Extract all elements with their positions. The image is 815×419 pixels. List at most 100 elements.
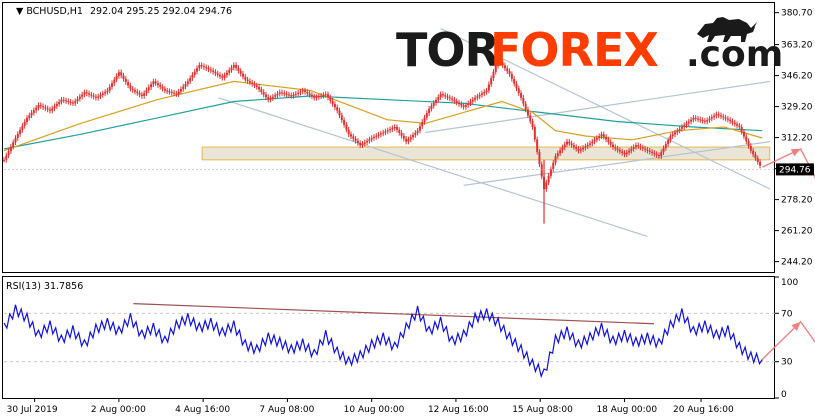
candle-body bbox=[173, 92, 176, 94]
rsi-trend-line bbox=[133, 303, 655, 325]
candle-body bbox=[196, 68, 199, 72]
candle-body bbox=[708, 118, 711, 121]
candle-body bbox=[382, 132, 385, 134]
candle-body bbox=[478, 94, 481, 97]
candle-body bbox=[349, 134, 352, 137]
candle-body bbox=[39, 105, 42, 107]
candle-body bbox=[297, 92, 300, 94]
candle-body bbox=[407, 139, 410, 142]
candle-body bbox=[683, 125, 686, 128]
candle-body bbox=[731, 121, 734, 123]
candle-body bbox=[285, 93, 288, 95]
candle-body bbox=[329, 97, 332, 101]
candle-body bbox=[133, 90, 136, 92]
candle-body bbox=[281, 92, 284, 94]
candle-body bbox=[209, 69, 212, 71]
candle-body bbox=[669, 136, 672, 141]
candle-body bbox=[237, 67, 240, 71]
candle-body bbox=[136, 91, 139, 94]
candle-body bbox=[623, 152, 626, 155]
candle-body bbox=[65, 100, 68, 102]
candle-body bbox=[605, 136, 608, 140]
candle-body bbox=[313, 96, 316, 98]
candle-body bbox=[115, 75, 118, 80]
candle-body bbox=[37, 105, 40, 108]
price-tick-label: 312.20 bbox=[781, 134, 813, 144]
candle-body bbox=[108, 86, 111, 91]
candle-body bbox=[58, 101, 61, 105]
candle-body bbox=[67, 101, 70, 103]
candle-body bbox=[356, 140, 359, 144]
candle-body bbox=[347, 129, 350, 135]
price-tick-label: 329.20 bbox=[781, 103, 813, 113]
candle-body bbox=[248, 81, 251, 83]
candle-body bbox=[395, 127, 398, 130]
candle-body bbox=[90, 94, 93, 96]
time-tick-label: 18 Aug 00:00 bbox=[596, 405, 657, 415]
candle-body bbox=[432, 102, 435, 106]
candle-body bbox=[389, 129, 392, 131]
candle-body bbox=[628, 150, 631, 153]
trend-channel-lines bbox=[218, 27, 771, 238]
candle-body bbox=[21, 125, 24, 130]
candle-body bbox=[193, 71, 196, 75]
time-tick-label: 7 Aug 08:00 bbox=[259, 405, 314, 415]
candle-body bbox=[327, 94, 330, 98]
candle-body bbox=[644, 148, 647, 150]
rsi-line-path bbox=[3, 304, 763, 379]
candle-body bbox=[74, 101, 77, 104]
candle-body bbox=[717, 114, 720, 116]
candle-body bbox=[710, 117, 713, 119]
candle-body bbox=[545, 182, 548, 190]
candle-body bbox=[85, 92, 88, 94]
candle-body bbox=[540, 164, 543, 177]
candle-body bbox=[377, 134, 380, 136]
candle-body bbox=[501, 62, 504, 66]
candle-body bbox=[425, 113, 428, 118]
candle-body bbox=[453, 99, 456, 102]
candle-body bbox=[639, 146, 642, 148]
candle-body bbox=[239, 70, 242, 74]
candle-body bbox=[455, 101, 458, 103]
candle-body bbox=[287, 94, 290, 96]
candle-body bbox=[42, 106, 45, 108]
candle-body bbox=[120, 72, 123, 76]
candle-body bbox=[568, 141, 571, 144]
candle-body bbox=[598, 136, 601, 138]
candle-body bbox=[400, 132, 403, 136]
candle-body bbox=[315, 97, 318, 99]
candle-body bbox=[166, 90, 169, 92]
time-tick-label: 15 Aug 08:00 bbox=[512, 405, 573, 415]
candle-body bbox=[147, 87, 150, 91]
candle-body bbox=[393, 127, 396, 129]
price-tick-label: 380.70 bbox=[781, 9, 813, 19]
candle-body bbox=[662, 148, 665, 153]
candle-body bbox=[44, 107, 47, 109]
candle-body bbox=[492, 71, 495, 79]
candle-body bbox=[561, 147, 564, 151]
candle-body bbox=[104, 91, 107, 94]
candle-body bbox=[78, 96, 81, 99]
candle-body bbox=[641, 147, 644, 149]
candle-body bbox=[667, 140, 670, 145]
symbol-marker-icon: ▼ bbox=[16, 6, 26, 17]
rsi-forecast-arrow bbox=[761, 320, 815, 360]
candle-body bbox=[637, 145, 640, 147]
symbol-text: BCHUSD,H1 bbox=[26, 6, 83, 17]
candle-body bbox=[416, 130, 419, 133]
candle-body bbox=[696, 118, 699, 120]
candle-body bbox=[53, 106, 56, 109]
price-forecast-arrow bbox=[762, 147, 815, 179]
forecast-line bbox=[761, 320, 815, 360]
candle-body bbox=[260, 89, 263, 92]
candle-body bbox=[517, 88, 520, 94]
candle-body bbox=[524, 103, 527, 110]
candle-body bbox=[304, 90, 307, 92]
candle-body bbox=[602, 134, 605, 137]
time-axis: 30 Jul 2019 2 Aug 00:00 4 Aug 16:00 7 Aug 0… bbox=[7, 398, 734, 415]
candle-body bbox=[127, 82, 130, 86]
candle-body bbox=[48, 109, 51, 111]
candle-body bbox=[506, 68, 509, 72]
candle-body bbox=[469, 101, 472, 104]
candle-body bbox=[179, 89, 182, 92]
